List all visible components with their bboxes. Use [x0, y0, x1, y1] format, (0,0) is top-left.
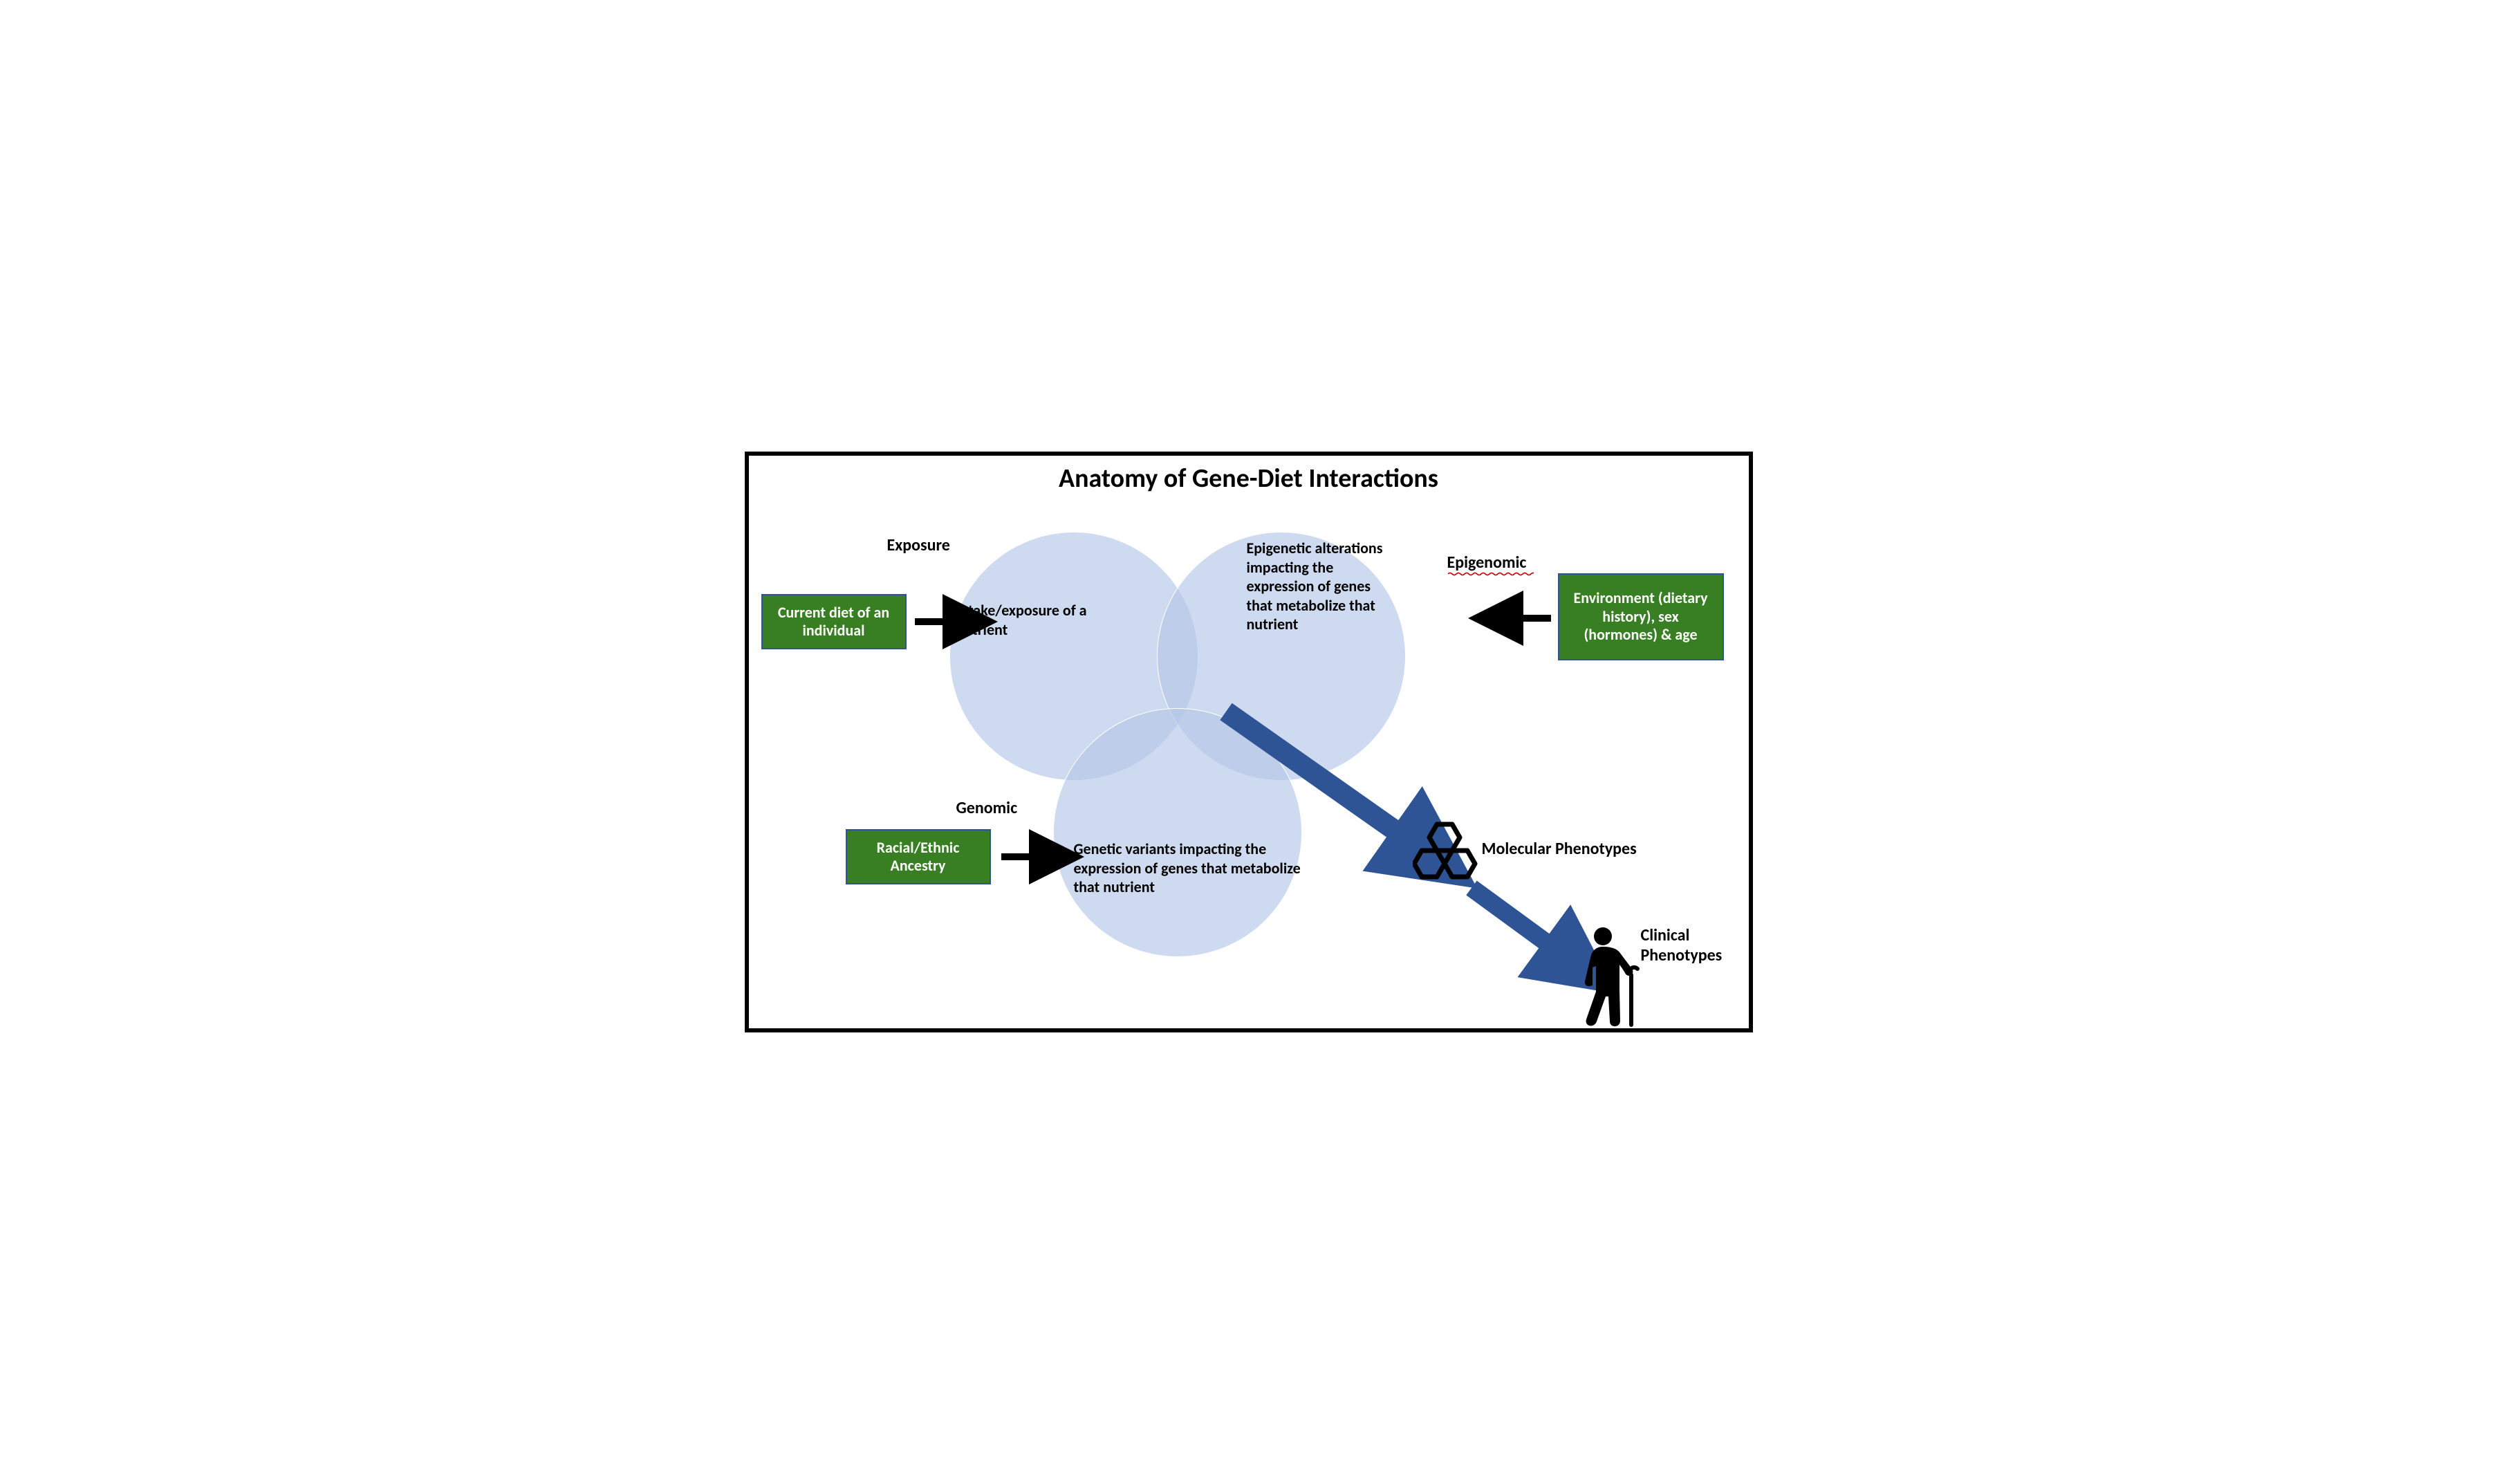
elderly-person-icon [1568, 926, 1644, 1030]
diagram-frame: Anatomy of Gene-Diet Interactions Exposu… [745, 452, 1753, 1032]
venn-circle-genomic [1053, 708, 1302, 957]
box-environment: Environment (dietary history), sex (horm… [1558, 573, 1724, 660]
section-label-exposure: Exposure [887, 535, 950, 555]
section-label-genomic: Genomic [956, 798, 1018, 818]
box-ancestry: Racial/Ethnic Ancestry [846, 829, 991, 884]
molecule-icon [1413, 819, 1489, 895]
circle-text-genomic: Genetic variants impacting the expressio… [1074, 840, 1302, 897]
section-label-epigenomic: Epigenomic [1447, 553, 1527, 573]
diagram-title: Anatomy of Gene-Diet Interactions [749, 463, 1749, 494]
label-molecular-phenotypes: Molecular Phenotypes [1482, 840, 1676, 860]
to-clinical [1472, 888, 1561, 954]
box-current-diet: Current diet of an individual [761, 594, 907, 649]
label-clinical-phenotypes: Clinical Phenotypes [1641, 926, 1745, 966]
circle-text-exposure: Intake/exposure of a nutrient [956, 601, 1102, 639]
circle-text-epigenomic: Epigenetic alterations impacting the exp… [1247, 539, 1392, 634]
